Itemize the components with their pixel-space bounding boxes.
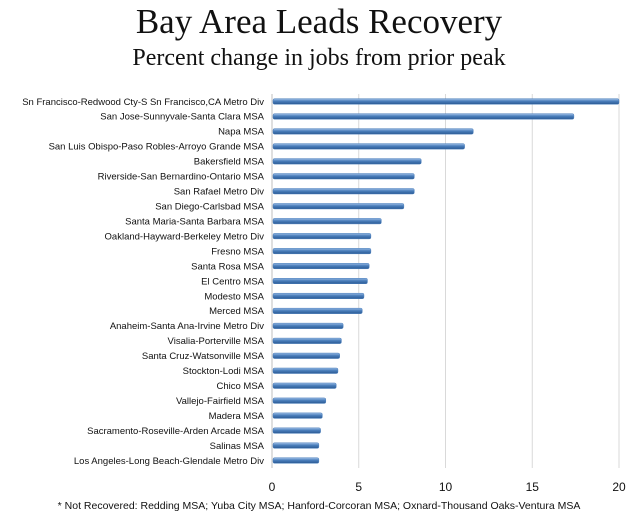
bar xyxy=(272,263,370,270)
x-tick-label: 10 xyxy=(439,480,453,494)
bar xyxy=(272,382,337,389)
category-label: Merced MSA xyxy=(209,306,265,317)
chart-title: Bay Area Leads Recovery xyxy=(135,2,503,41)
category-label: Vallejo-Fairfield MSA xyxy=(176,396,265,407)
bar xyxy=(272,307,363,314)
x-tick-labels: 0 5 10 15 20 xyxy=(269,480,626,494)
bars xyxy=(272,98,620,464)
chart-subtitle: Percent change in jobs from prior peak xyxy=(132,45,506,71)
category-label: Visalia-Porterville MSA xyxy=(168,336,265,347)
bar xyxy=(272,158,422,165)
category-label: Los Angeles-Long Beach-Glendale Metro Di… xyxy=(74,456,264,467)
category-label: Sn Francisco-Redwood Cty-S Sn Francisco,… xyxy=(22,97,264,108)
x-tick-label: 5 xyxy=(355,480,362,494)
category-label: San Diego-Carlsbad MSA xyxy=(155,202,264,213)
bar xyxy=(272,397,327,404)
category-label: Madera MSA xyxy=(209,411,265,422)
category-label: San Luis Obispo-Paso Robles-Arroyo Grand… xyxy=(49,142,265,153)
category-labels: Sn Francisco-Redwood Cty-S Sn Francisco,… xyxy=(22,97,264,467)
category-label: Santa Cruz-Watsonville MSA xyxy=(142,351,265,362)
bar xyxy=(272,218,382,225)
category-label: Sacramento-Roseville-Arden Arcade MSA xyxy=(87,426,265,437)
category-label: Stockton-Lodi MSA xyxy=(183,366,265,377)
x-tick-label: 20 xyxy=(612,480,626,494)
bar xyxy=(272,427,321,434)
category-label: Bakersfield MSA xyxy=(194,157,265,168)
bar xyxy=(272,128,474,135)
category-label: Modesto MSA xyxy=(204,291,264,302)
bar xyxy=(272,457,320,464)
category-label: Riverside-San Bernardino-Ontario MSA xyxy=(98,172,265,183)
bar xyxy=(272,442,320,449)
category-label: Oakland-Hayward-Berkeley Metro Div xyxy=(105,231,265,242)
bar xyxy=(272,367,339,374)
bar xyxy=(272,248,372,255)
category-label: Santa Rosa MSA xyxy=(191,261,265,272)
bar xyxy=(272,188,415,195)
footnote: * Not Recovered: Redding MSA; Yuba City … xyxy=(57,500,581,512)
gridlines xyxy=(271,94,620,468)
category-label: Santa Maria-Santa Barbara MSA xyxy=(125,216,265,227)
category-label: San Jose-Sunnyvale-Santa Clara MSA xyxy=(100,112,264,123)
bar xyxy=(272,412,323,419)
category-label: Fresno MSA xyxy=(211,246,264,257)
bar xyxy=(272,292,365,299)
bar xyxy=(272,352,340,359)
bar xyxy=(272,233,372,240)
bar xyxy=(272,278,368,284)
category-label: San Rafael Metro Div xyxy=(174,187,265,198)
bar xyxy=(272,98,620,105)
bar xyxy=(272,113,575,120)
x-tick-label: 15 xyxy=(526,480,540,494)
bar xyxy=(272,337,342,344)
bar xyxy=(272,203,405,210)
category-label: El Centro MSA xyxy=(201,276,264,287)
x-tick-label: 0 xyxy=(269,480,276,494)
bar xyxy=(272,322,344,329)
bar xyxy=(272,143,465,150)
bar xyxy=(272,173,415,180)
category-label: Chico MSA xyxy=(216,381,264,392)
category-label: Anaheim-Santa Ana-Irvine Metro Div xyxy=(110,321,264,332)
category-label: Salinas MSA xyxy=(210,441,265,452)
category-label: Napa MSA xyxy=(218,127,265,138)
